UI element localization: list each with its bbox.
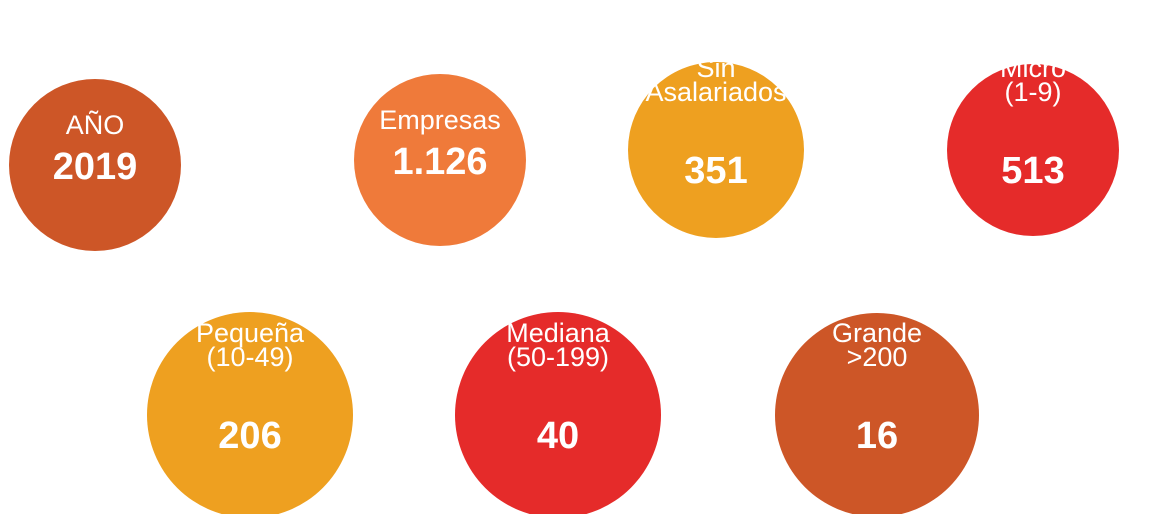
circle-label: (10-49) <box>206 342 293 372</box>
circle-label: Micro <box>1000 53 1066 83</box>
circle-label: Pequeña <box>196 318 305 348</box>
circle-label: Grande <box>832 318 922 348</box>
circle-label: Asalariados <box>645 77 786 107</box>
circle-value: 16 <box>856 415 898 457</box>
circle-value: 1.126 <box>392 141 487 183</box>
circle-bg <box>775 313 979 514</box>
stat-circle: Grande>200 16 <box>775 313 979 514</box>
circle-value: 2019 <box>53 146 138 188</box>
stat-circle: Pequeña(10-49) 206 <box>147 312 353 514</box>
circle-label: Mediana <box>506 318 611 348</box>
circle-value: 206 <box>218 415 281 457</box>
circle-value: 40 <box>537 415 579 457</box>
circle-bg <box>354 74 526 246</box>
circle-bg <box>147 312 353 514</box>
circle-label: Empresas <box>379 105 501 135</box>
circle-label: (1-9) <box>1004 77 1061 107</box>
circle-bg <box>947 64 1119 236</box>
stat-circle: Empresas 1.126 <box>354 74 526 246</box>
circle-bg <box>628 62 804 238</box>
circle-label: (50-199) <box>507 342 609 372</box>
circle-label: >200 <box>847 342 908 372</box>
stat-circle: Micro(1-9) 513 <box>947 53 1119 236</box>
circle-bg <box>9 79 181 251</box>
stat-circle: AÑO 2019 <box>9 79 181 251</box>
stat-circle: Mediana(50-199) 40 <box>455 312 661 514</box>
circle-value: 513 <box>1001 150 1064 192</box>
circle-label: Sin <box>696 53 735 83</box>
circle-value: 351 <box>684 150 747 192</box>
circle-bg <box>455 312 661 514</box>
circle-label: AÑO <box>66 109 125 140</box>
